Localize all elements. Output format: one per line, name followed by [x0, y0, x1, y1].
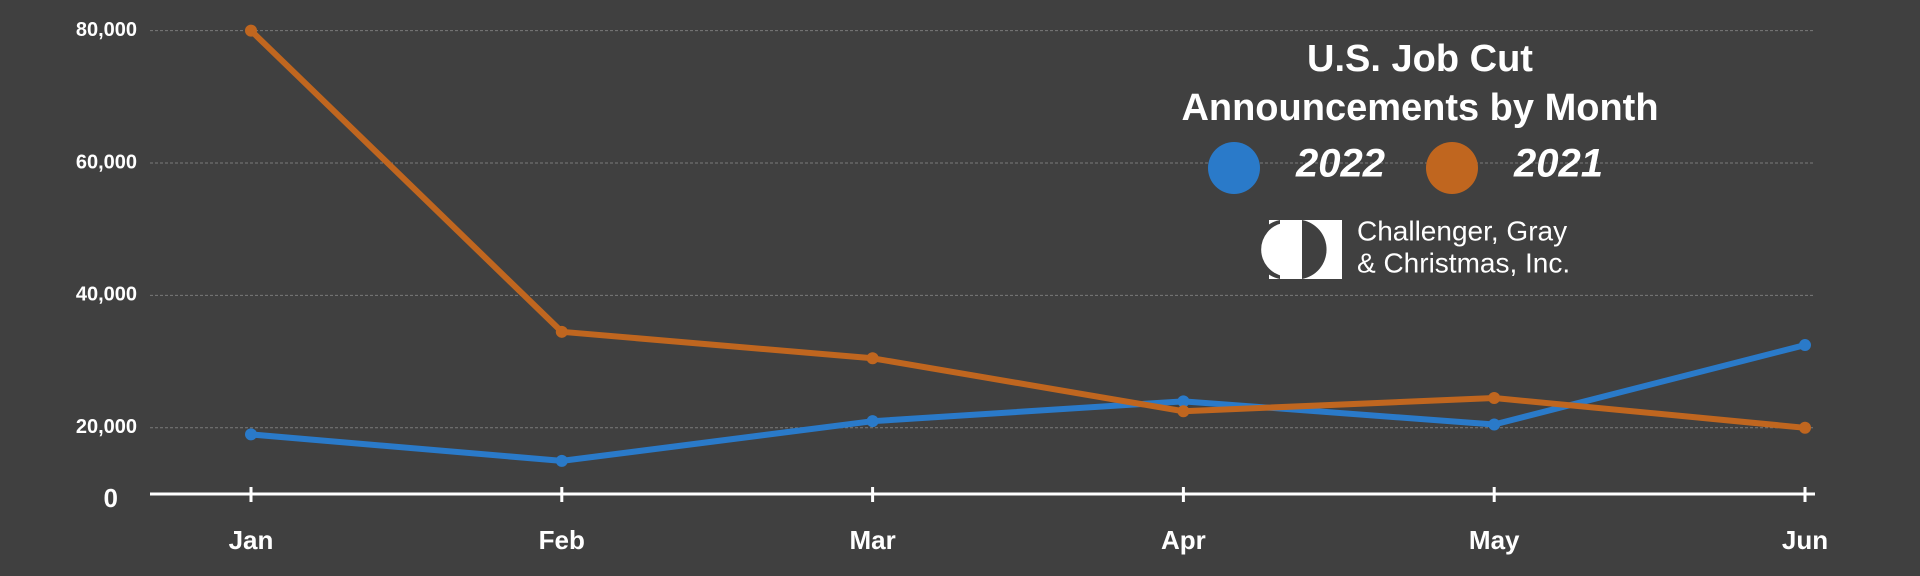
- y-tick-label: 40,000: [76, 284, 137, 306]
- data-point: [1488, 392, 1501, 405]
- data-point: [866, 415, 879, 428]
- y-tick-label: 80,000: [76, 19, 137, 41]
- baseline-label: 0: [104, 483, 118, 513]
- line-series: [248, 28, 1806, 431]
- x-tick-label: Jun: [1782, 525, 1828, 555]
- data-point: [1799, 339, 1811, 352]
- data-point: [245, 24, 257, 37]
- x-tick-label: Mar: [849, 525, 895, 555]
- logo-text: Challenger, Gray: [1357, 215, 1567, 246]
- y-tick-label: 20,000: [76, 416, 137, 438]
- logo-icon: [1255, 220, 1342, 279]
- x-tick-label: May: [1469, 525, 1520, 555]
- data-point: [1177, 395, 1190, 408]
- data-point: [555, 454, 568, 467]
- data-point: [1488, 418, 1501, 431]
- chart-title: Announcements by Month: [1181, 87, 1658, 129]
- chart-title: U.S. Job Cut: [1307, 38, 1533, 80]
- legend-label: 2021: [1513, 142, 1603, 186]
- legend-label: 2022: [1295, 142, 1385, 186]
- logo-text: & Christmas, Inc.: [1357, 247, 1570, 278]
- y-tick-label: 60,000: [76, 151, 137, 173]
- legend-swatch: [1426, 142, 1478, 194]
- data-point: [555, 325, 568, 338]
- x-tick-label: Jan: [229, 525, 274, 555]
- data-point: [245, 428, 257, 441]
- x-tick-label: Apr: [1161, 525, 1206, 555]
- x-tick-label: Feb: [539, 525, 585, 555]
- data-point: [1799, 421, 1811, 434]
- line-series: [250, 342, 1806, 464]
- data-point: [1177, 405, 1190, 418]
- data-point: [866, 352, 879, 365]
- legend-swatch: [1208, 142, 1260, 194]
